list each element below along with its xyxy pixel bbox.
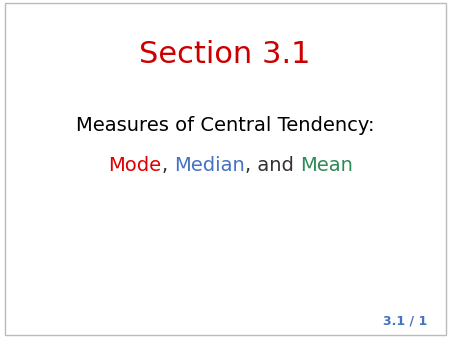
Text: Mode: Mode [108,156,162,175]
Text: , and: , and [245,156,300,175]
Text: Median: Median [174,156,245,175]
Text: 3.1 / 1: 3.1 / 1 [383,315,427,328]
Text: Mean: Mean [300,156,353,175]
Text: ,: , [162,156,174,175]
Text: Section 3.1: Section 3.1 [139,40,311,69]
Text: Measures of Central Tendency:: Measures of Central Tendency: [76,116,374,135]
